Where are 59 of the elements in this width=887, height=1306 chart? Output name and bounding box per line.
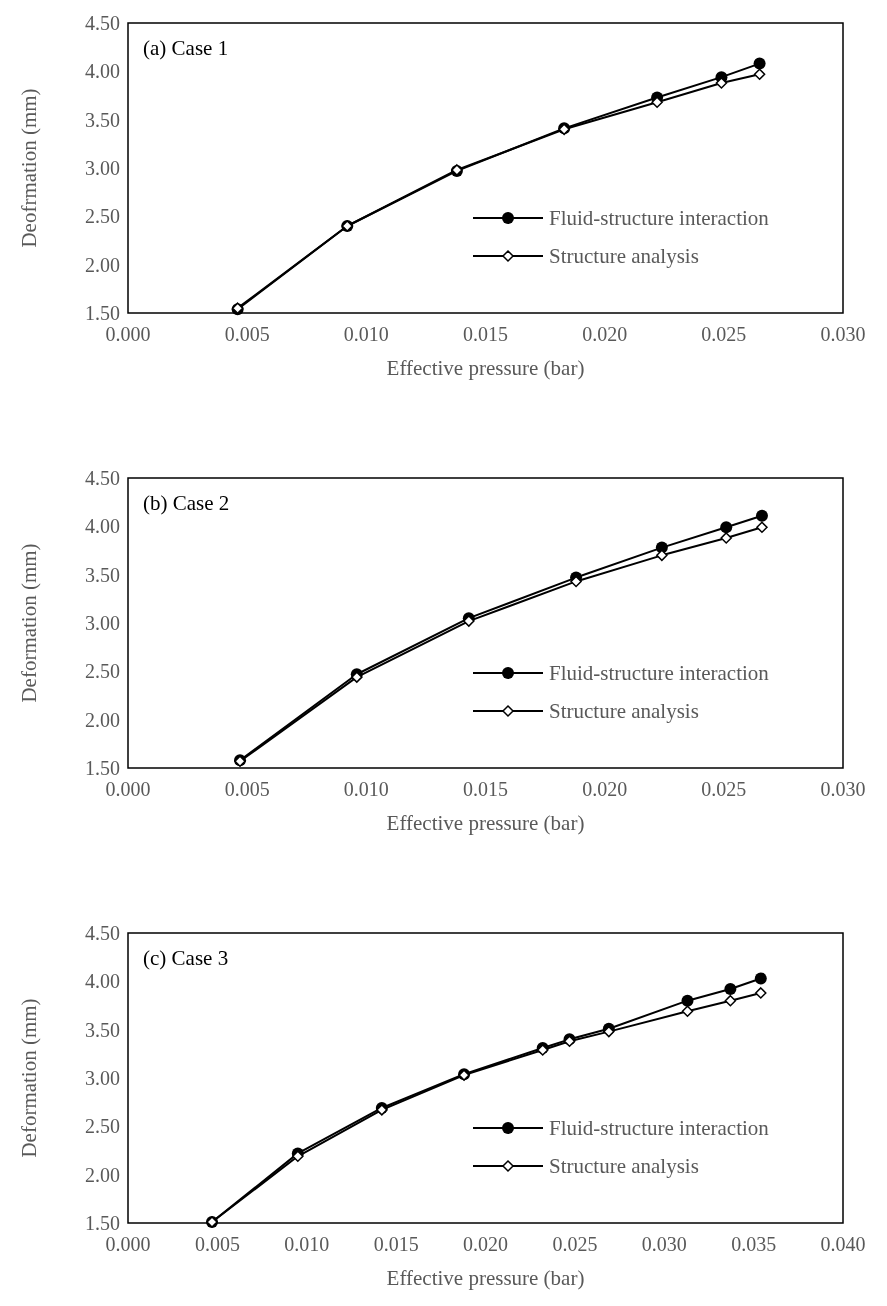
legend-label: Fluid-structure interaction: [549, 1116, 770, 1140]
y-tick-label: 2.50: [85, 1115, 120, 1138]
x-tick-label: 0.005: [224, 323, 270, 345]
x-tick-label: 0.005: [224, 778, 270, 800]
x-tick-label: 0.010: [343, 323, 389, 345]
x-tick-label: 0.010: [284, 1233, 330, 1255]
x-tick-label: 0.000: [105, 778, 151, 800]
legend-label: Structure analysis: [549, 1154, 699, 1178]
y-tick-label: 4.50: [85, 467, 120, 489]
y-tick-label: 3.00: [85, 612, 120, 634]
y-tick-label: 4.00: [85, 60, 120, 83]
text: (c) Case 3: [143, 946, 229, 970]
x-tick-label: 0.025: [701, 323, 747, 345]
y-tick-label: 2.00: [85, 253, 120, 276]
x-tick-label: 0.015: [463, 778, 508, 800]
y-axis-title: Deformation (mm): [17, 998, 41, 1158]
y-tick-label: 1.50: [85, 1212, 120, 1234]
y-tick-label: 4.50: [85, 12, 120, 34]
y-tick-label: 3.00: [85, 157, 120, 179]
x-tick-label: 0.030: [641, 1233, 687, 1255]
x-tick-label: 0.020: [582, 323, 628, 345]
y-tick-label: 3.50: [85, 563, 120, 586]
y-tick-label: 3.50: [85, 108, 120, 131]
legend-label: Fluid-structure interaction: [549, 661, 770, 685]
x-tick-label: 0.000: [105, 323, 151, 345]
legend-label: Structure analysis: [549, 699, 699, 723]
legend-label: Fluid-structure interaction: [549, 206, 770, 230]
text: (b) Case 2: [143, 491, 230, 515]
x-tick-label: 0.025: [552, 1233, 598, 1255]
y-tick-label: 2.50: [85, 205, 120, 228]
x-tick-label: 0.015: [373, 1233, 419, 1255]
x-tick-label: 0.030: [820, 778, 866, 800]
x-tick-label: 0.040: [820, 1233, 866, 1255]
y-tick-label: 3.00: [85, 1067, 120, 1089]
y-tick-label: 1.50: [85, 302, 120, 324]
y-tick-label: 4.50: [85, 922, 120, 944]
x-axis-title: Effective pressure (bar): [386, 356, 585, 380]
x-tick-label: 0.010: [343, 778, 389, 800]
y-tick-label: 2.50: [85, 660, 120, 683]
x-tick-label: 0.005: [194, 1233, 240, 1255]
y-tick-label: 1.50: [85, 757, 120, 779]
x-tick-label: 0.015: [463, 323, 508, 345]
x-tick-label: 0.025: [701, 778, 747, 800]
legend-label: Structure analysis: [549, 244, 699, 268]
x-axis-title: Effective pressure (bar): [386, 811, 585, 835]
y-axis-title: Deofrmation (mm): [17, 88, 41, 248]
x-tick-label: 0.020: [582, 778, 628, 800]
y-tick-label: 4.00: [85, 970, 120, 993]
x-tick-label: 0.035: [731, 1233, 777, 1255]
x-tick-label: 0.020: [463, 1233, 508, 1255]
y-axis-title: Deformation (mm): [17, 543, 41, 703]
y-tick-label: 2.00: [85, 1163, 120, 1186]
text: (a) Case 1: [143, 36, 229, 60]
y-tick-label: 3.50: [85, 1018, 120, 1041]
x-tick-label: 0.000: [105, 1233, 151, 1255]
x-axis-title: Effective pressure (bar): [386, 1266, 585, 1290]
x-tick-label: 0.030: [820, 323, 866, 345]
y-tick-label: 2.00: [85, 708, 120, 731]
y-tick-label: 4.00: [85, 515, 120, 538]
